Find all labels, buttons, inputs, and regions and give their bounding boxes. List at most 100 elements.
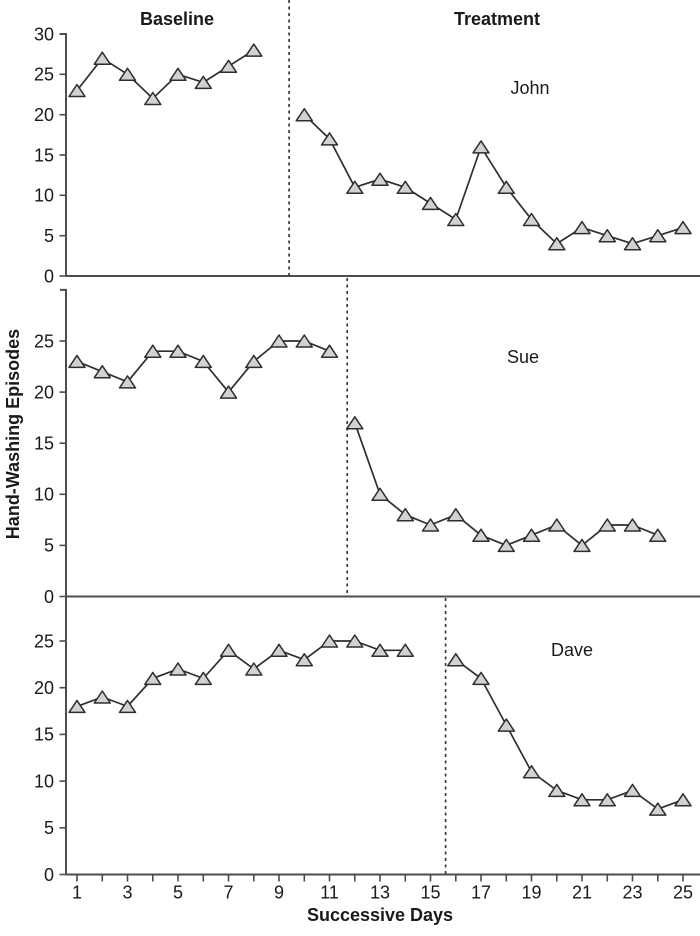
y-tick-label: 0 [44,587,54,607]
data-point-marker [169,67,187,82]
subject-label-john: John [510,78,550,98]
data-point-marker [320,634,339,648]
x-tick-label: 25 [673,883,693,903]
y-tick-label: 5 [44,536,54,556]
y-tick-label: 25 [34,631,54,651]
data-point-marker [194,75,213,90]
data-point-marker [346,416,364,430]
y-tick-label: 30 [34,24,54,44]
y-tick-label: 5 [44,818,54,838]
data-point-marker [346,634,364,648]
data-point-marker [522,212,541,227]
data-point-marker [194,671,213,686]
data-point-marker [295,652,314,667]
data-point-marker [169,662,187,676]
data-point-marker [295,107,314,122]
data-point-marker [118,375,137,389]
data-point-marker [472,528,490,542]
subject-label-dave: Dave [550,640,594,660]
data-point-marker [447,212,465,227]
data-point-marker [396,643,415,658]
x-tick-label: 3 [122,883,132,903]
data-point-marker [649,802,667,816]
data-point-marker [270,643,288,658]
data-point-marker [573,538,591,553]
data-point-marker [598,228,617,243]
data-point-marker [396,180,415,195]
data-point-marker [295,334,314,348]
data-point-marker [219,643,238,658]
data-point-marker [573,793,591,807]
data-point-marker [674,220,692,235]
y-tick-label: 15 [34,725,54,745]
data-point-marker [674,793,692,807]
data-point-marker [623,518,642,532]
data-point-marker [497,718,516,732]
x-tick-label: 17 [471,883,491,903]
data-point-marker [68,354,86,369]
data-point-marker [472,671,490,686]
x-tick-label: 1 [72,883,82,903]
data-point-marker [421,518,440,532]
x-tick-label: 11 [320,883,339,903]
x-tick-label: 21 [572,883,592,903]
data-point-marker [623,236,642,251]
x-tick-label: 13 [370,883,390,903]
data-point-marker [144,344,162,358]
data-point-marker [598,793,617,807]
data-point-marker [548,783,566,798]
x-tick-label: 19 [521,883,541,903]
data-point-marker [93,690,112,704]
x-tick-label: 9 [274,883,284,903]
data-point-marker [573,220,591,235]
data-point-marker [522,528,541,542]
data-point-marker [320,344,339,358]
data-point-marker [447,652,465,667]
data-point-marker [144,671,162,686]
data-point-marker [219,59,238,74]
data-point-marker [396,507,415,522]
data-point-marker [320,132,339,146]
data-point-marker [93,364,112,379]
y-tick-label: 25 [34,331,54,351]
y-tick-label: 0 [44,865,54,885]
subject-label-sue: Sue [506,347,540,367]
data-point-marker [245,662,263,676]
data-point-marker [169,344,187,358]
y-tick-label: 25 [34,65,54,85]
data-series-line [303,114,684,245]
data-point-marker [371,172,389,186]
data-point-marker [447,507,465,522]
y-tick-label: 15 [34,145,54,165]
data-point-marker [371,487,389,502]
data-point-marker [472,140,490,154]
data-point-marker [623,783,642,798]
x-tick-label: 23 [622,883,642,903]
data-point-marker [649,528,667,542]
x-axis-title: Successive Days [306,905,454,925]
data-point-marker [118,67,137,82]
data-point-marker [68,83,86,98]
data-point-marker [68,699,86,714]
y-tick-label: 10 [34,485,54,505]
data-point-marker [93,51,112,65]
y-tick-label: 15 [34,434,54,454]
y-tick-label: 10 [34,186,54,206]
y-axis-title: Hand-Washing Episodes [3,328,23,540]
treatment-phase-label: Treatment [453,9,541,29]
x-tick-label: 15 [420,883,440,903]
y-tick-label: 5 [44,226,54,246]
y-tick-label: 10 [34,771,54,791]
x-tick-label: 7 [223,883,233,903]
data-point-marker [497,180,516,195]
data-point-marker [548,236,566,251]
baseline-phase-label: Baseline [139,9,215,29]
data-point-marker [497,538,516,553]
y-tick-label: 0 [44,266,54,286]
y-tick-label: 20 [34,105,54,125]
y-tick-label: 20 [34,382,54,402]
data-point-marker [245,43,263,57]
data-point-marker [144,91,162,106]
